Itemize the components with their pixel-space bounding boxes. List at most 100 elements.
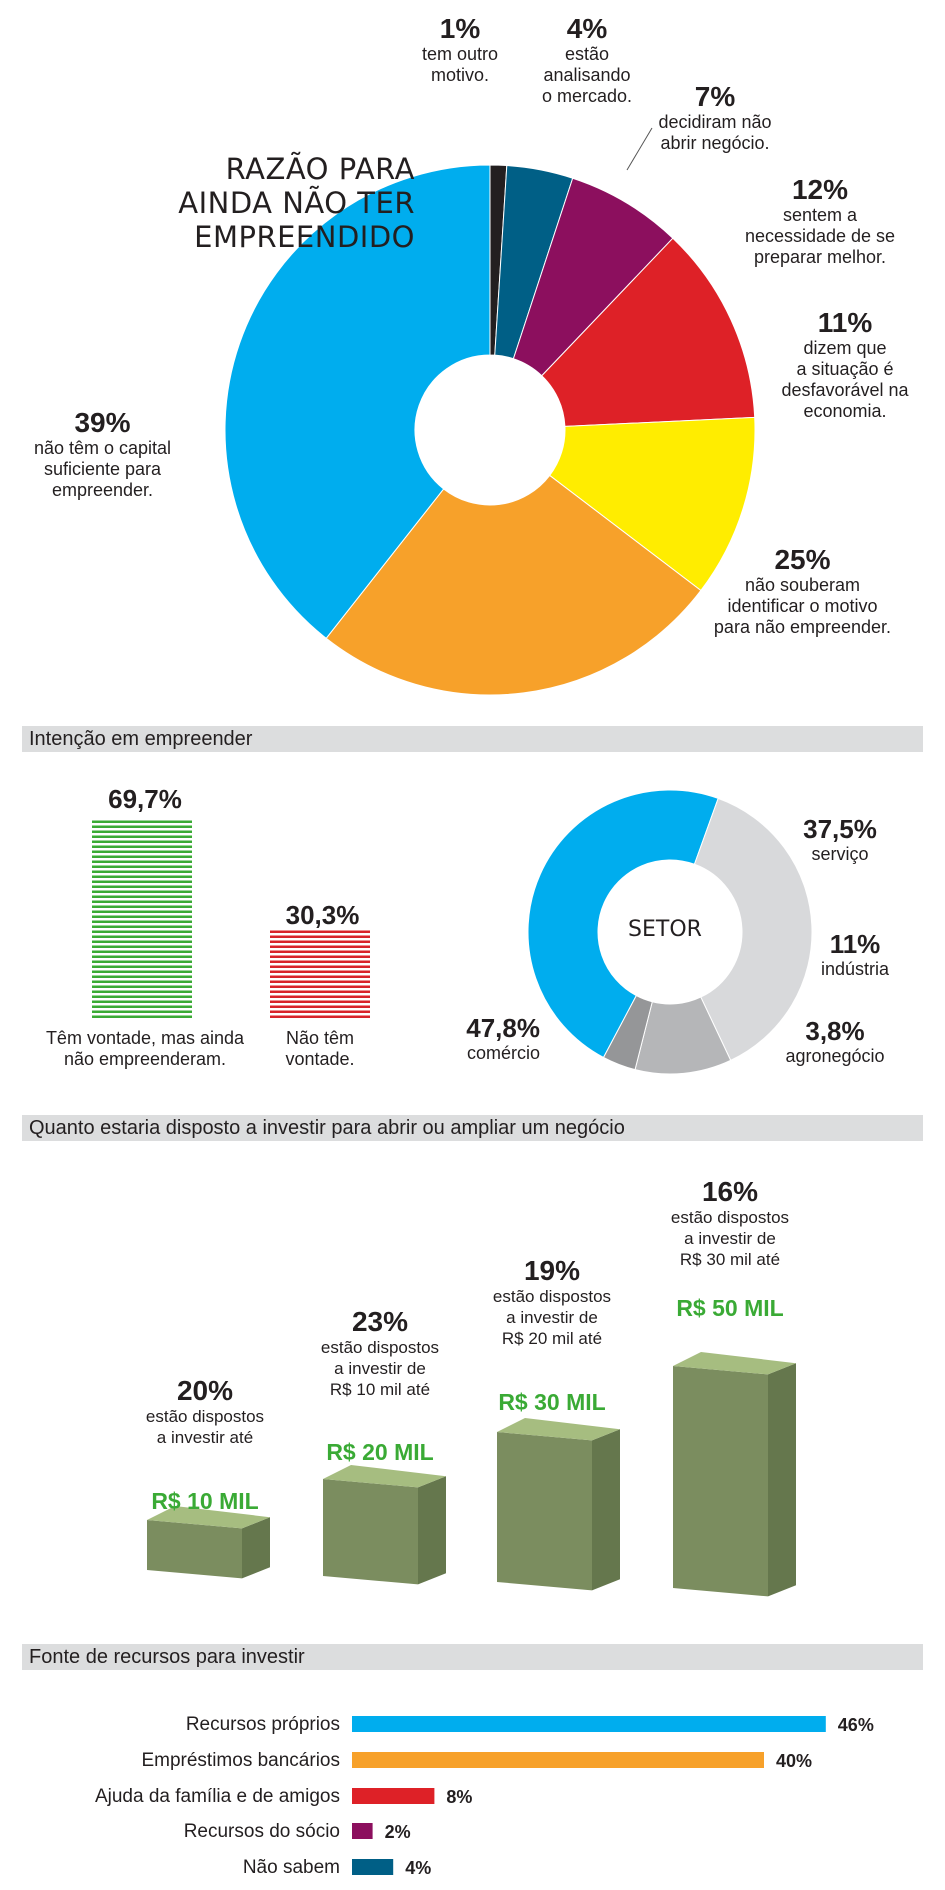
bar-stripe [92,915,192,918]
bar-stripe [92,820,192,823]
bar-stripe [270,1005,370,1008]
intention-text-no: Não têm vontade. [285,1028,355,1069]
slice-label-12: 12% sentem a necessidade de se preparar … [720,175,920,268]
slice-value: 4% [566,13,608,44]
bar-stripe [92,945,192,948]
donut-title: RAZÃO PARA AINDA NÃO TER EMPREENDIDO [178,152,415,254]
sector-text: agronegócio [785,1046,885,1066]
bar-stripe [92,850,192,853]
slice-value: 11% [817,307,873,338]
slice-value: 1% [439,13,481,44]
bar-stripe [92,950,192,953]
box-side [768,1363,796,1597]
bar-stripe [92,865,192,868]
bar-stripe [92,900,192,903]
section-title: Quanto estaria disposto a investir para … [29,1117,625,1139]
slice-value: 39% [74,407,131,438]
section-header-intention: Intenção em empreender [22,726,923,752]
bar-stripe [92,825,192,828]
box-side [418,1476,446,1585]
invest-label-1: 20% estão dispostos a investir até [115,1376,295,1448]
bar-stripe [92,940,192,943]
bar-stripe [92,960,192,963]
slice-text: estão analisando o mercado. [541,44,633,106]
bar-stripe [270,1010,370,1013]
slice-text: não têm o capital suficiente para empree… [33,438,172,500]
bar-stripe [92,910,192,913]
sector-slice-3 [602,994,653,1071]
bar-stripe [92,870,192,873]
source-bar-2 [352,1788,435,1804]
invest-label-2: 23% estão dispostos a investir de R$ 10 … [290,1307,470,1400]
bar-stripe [270,995,370,998]
sector-value: 47,8% [466,1013,540,1043]
bar-stripe [270,970,370,973]
intention-bars [92,820,370,1018]
slice-label-39: 39% não têm o capital suficiente para em… [10,408,195,501]
sector-slice-1 [693,797,813,1062]
bar-stripe [92,925,192,928]
bar-stripe [92,890,192,893]
source-label-0: Recursos próprios [185,1714,340,1735]
bar-stripe [92,840,192,843]
invest-amount-1: R$ 10 MIL [151,1488,259,1514]
intention-value-no: 30,3% [285,900,360,930]
box-top [497,1418,620,1441]
bar-stripe [270,980,370,983]
bar-stripe [270,930,370,933]
sector-value: 3,8% [805,1016,865,1046]
source-value-4: 4% [405,1858,432,1878]
bar-stripe [92,955,192,958]
sector-value: 37,5% [803,814,877,844]
sector-slice-0 [527,789,719,1059]
section-header-investment: Quanto estaria disposto a investir para … [22,1115,923,1141]
bar-stripe [92,885,192,888]
box-side [242,1517,270,1579]
box-top [147,1506,270,1529]
section-header-sources: Fonte de recursos para investir [22,1644,923,1670]
source-label-2: Ajuda da família e de amigos [94,1786,340,1807]
bar-stripe [92,975,192,978]
source-bar-4 [352,1859,394,1875]
invest-pct: 16% [701,1176,759,1207]
box-front [147,1520,242,1579]
box-front [497,1432,592,1591]
bar-stripe [270,1000,370,1003]
bar-stripe [92,855,192,858]
slice-label-25: 25% não souberam identificar o motivo pa… [695,545,910,638]
bar-stripe [92,835,192,838]
bar-stripe [92,830,192,833]
source-bar-1 [352,1752,764,1768]
invest-amount-3: R$ 30 MIL [498,1389,606,1415]
invest-box-3 [673,1352,796,1597]
box-front [673,1366,768,1597]
slice-value: 7% [694,81,736,112]
bar-stripe [270,985,370,988]
invest-text: estão dispostos a investir de R$ 20 mil … [492,1287,612,1348]
bar-stripe [92,990,192,993]
sector-label-comercio: 47,8% comércio [420,1013,540,1064]
bar-stripe [270,935,370,938]
sector-label-industria: 11% indústria [800,929,910,980]
invest-box-0 [147,1506,270,1579]
intention-text-yes: Têm vontade, mas ainda não empreenderam. [45,1028,245,1069]
slice-text: sentem a necessidade de se preparar melh… [744,205,896,267]
bar-stripe [270,1015,370,1018]
investment-boxes [147,1352,796,1597]
slice-label-11: 11% dizem que a situação é desfavorável … [760,308,930,422]
bar-stripe [92,995,192,998]
box-top [323,1465,446,1488]
sector-label-agro: 3,8% agronegócio [755,1016,915,1067]
invest-pct: 23% [351,1306,409,1337]
bar-stripe [270,950,370,953]
reason-donut-chart [224,127,756,696]
box-front [323,1479,418,1585]
bar-stripe [270,960,370,963]
invest-box-2 [497,1418,620,1591]
reason-slice-6 [224,164,491,640]
invest-pct: 20% [176,1375,234,1406]
bar-stripe [92,935,192,938]
invest-amount-4: R$ 50 MIL [676,1295,784,1321]
invest-text: estão dispostos a investir de R$ 30 mil … [670,1208,790,1269]
